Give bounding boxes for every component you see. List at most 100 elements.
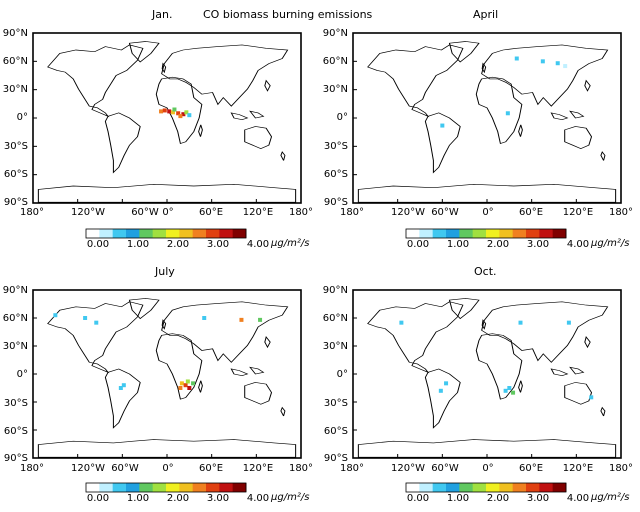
colorbar-segment	[499, 229, 514, 238]
colorbar-segment	[99, 483, 114, 492]
colorbar-segment	[126, 483, 140, 492]
colorbar-segment	[459, 229, 474, 238]
emission-cell	[444, 381, 449, 386]
emission-cell	[178, 114, 183, 119]
colorbar-segment	[552, 483, 567, 492]
lon-label: 180°	[339, 207, 365, 218]
lat-label: 30°S	[323, 398, 348, 409]
colorbar-segment	[446, 229, 460, 238]
emission-cell	[176, 111, 181, 116]
map-panel-jan	[33, 33, 301, 238]
colorbar-label: 3.00	[526, 493, 550, 504]
lon-label: 60°W	[431, 463, 459, 474]
lon-label: 120°W	[71, 207, 105, 218]
map-frame	[352, 32, 622, 204]
colorbar-segment	[219, 229, 234, 238]
panel-title-july: July	[155, 265, 175, 278]
colorbar-segment	[419, 229, 434, 238]
lon-label: 120°W	[391, 463, 425, 474]
lat-label: 30°N	[322, 84, 348, 95]
map-frame	[32, 32, 302, 204]
colorbar-label: 3.00	[206, 493, 230, 504]
colorbar-label: 1.00	[446, 493, 470, 504]
colorbar-unit: μg/m²/s	[271, 492, 310, 503]
emission-cell	[503, 388, 508, 393]
lat-label: 60°N	[2, 313, 28, 324]
emission-cell	[438, 388, 443, 393]
emission-cell	[589, 395, 594, 400]
colorbar-segment	[219, 483, 234, 492]
lat-label: 90°N	[2, 28, 28, 39]
colorbar-segment	[139, 229, 154, 238]
colorbar-segment	[139, 483, 154, 492]
panel-title-jan: Jan.	[152, 8, 173, 21]
emission-cell	[505, 111, 510, 116]
lon-label: 180°	[19, 207, 45, 218]
lon-label: 120°E	[562, 463, 594, 474]
lat-label: 90°S	[323, 197, 348, 208]
lat-label: 60°N	[322, 56, 348, 67]
emission-cell	[118, 386, 123, 390]
colorbar-segment	[112, 483, 127, 492]
emission-cell	[399, 320, 404, 325]
colorbar-segment	[86, 229, 100, 238]
lon-label: 180°	[288, 463, 314, 474]
lon-label: 180°	[608, 207, 634, 218]
lon-label: 0°	[482, 207, 494, 218]
lon-label: 180°	[339, 463, 365, 474]
colorbar-label: 0.00	[86, 493, 110, 504]
colorbar-frame	[405, 228, 567, 239]
lat-label: 60°S	[323, 169, 348, 180]
emission-cell	[566, 320, 571, 325]
colorbar-label: 4.00	[566, 239, 590, 250]
lon-label: 180°	[608, 463, 634, 474]
colorbar-segment	[179, 229, 194, 238]
emission-cell	[159, 109, 164, 114]
colorbar-segment	[86, 483, 100, 492]
colorbar-frame	[85, 228, 247, 239]
panel-title-oct: Oct.	[474, 265, 497, 278]
lon-label: 120°W	[391, 207, 425, 218]
colorbar-label: 0.00	[406, 239, 430, 250]
colorbar-segment	[499, 483, 514, 492]
emission-cell	[53, 313, 58, 318]
lon-label: 0°	[162, 463, 174, 474]
colorbar-label: 3.00	[206, 239, 230, 250]
lon-label: 60°W	[431, 207, 459, 218]
lat-label: 0°	[336, 112, 348, 123]
colorbar-frame	[85, 482, 247, 493]
colorbar-segment	[446, 483, 460, 492]
emission-cell	[83, 316, 88, 320]
colorbar	[85, 482, 247, 493]
colorbar-segment	[112, 229, 127, 238]
colorbar-label: 4.00	[246, 239, 270, 250]
colorbar-segment	[526, 229, 540, 238]
lon-label: 60°W	[131, 207, 159, 218]
emission-cell	[563, 64, 568, 69]
emission-cell	[191, 381, 196, 386]
lat-label: 60°N	[2, 56, 28, 67]
lon-label: 60°E	[198, 463, 224, 474]
colorbar	[405, 482, 567, 493]
colorbar-segment	[406, 483, 420, 492]
lat-label: 30°S	[3, 398, 28, 409]
emission-cell	[170, 110, 175, 115]
emission-cell	[239, 317, 244, 322]
map-panel-oct	[353, 290, 621, 492]
lat-label: 90°N	[322, 285, 348, 296]
colorbar-segment	[166, 229, 180, 238]
colorbar-segment	[232, 229, 247, 238]
colorbar-segment	[512, 483, 527, 492]
emission-cell	[187, 113, 192, 118]
colorbar-label: 0.00	[86, 239, 110, 250]
emission-cell	[121, 383, 126, 388]
lat-label: 30°N	[2, 341, 28, 352]
lon-label: 120°E	[242, 207, 274, 218]
lon-label: 60°E	[198, 207, 224, 218]
emission-cell	[183, 383, 188, 388]
emission-cell	[555, 61, 560, 66]
lat-label: 90°N	[322, 28, 348, 39]
colorbar-segment	[539, 483, 554, 492]
lat-label: 60°S	[3, 169, 28, 180]
colorbar-unit: μg/m²/s	[591, 238, 630, 249]
